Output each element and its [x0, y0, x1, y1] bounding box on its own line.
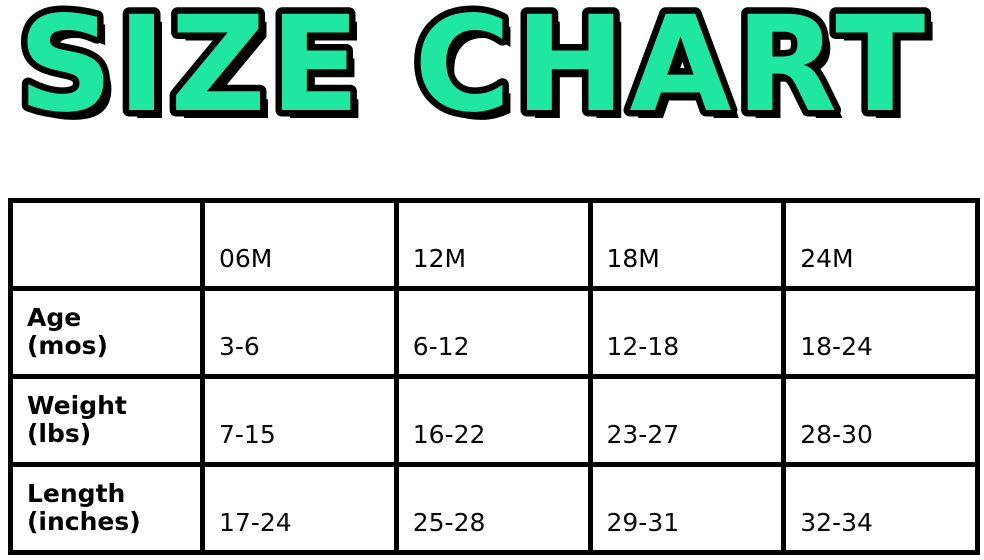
row-label: Weight (lbs) [27, 391, 200, 448]
cell-age-12m: 6-12 [393, 286, 593, 379]
cell-value: 12-18 [606, 332, 680, 361]
row-label-unit: (mos) [27, 331, 108, 360]
title-fill-text: SIZE CHART [18, 0, 929, 142]
page-title: SIZE CHART SIZE CHART SIZE CHART [0, 0, 984, 150]
column-header-0: 06M [200, 198, 399, 291]
cell-value: 16-22 [412, 420, 486, 449]
row-label-name: Age [27, 303, 82, 332]
cell-age-18m: 12-18 [587, 286, 787, 379]
column-header-label: 18M [606, 244, 660, 273]
cell-value: 18-24 [800, 332, 873, 361]
column-header-label: 12M [412, 244, 467, 273]
row-header-weight: Weight (lbs) [8, 374, 205, 467]
cell-value: 32-34 [800, 508, 873, 537]
cell-age-06m: 3-6 [200, 286, 399, 379]
cell-value: 23-27 [606, 420, 680, 449]
row-label-name: Weight [27, 391, 127, 420]
cell-weight-24m: 28-30 [781, 374, 980, 467]
corner-cell [8, 198, 205, 291]
cell-value: 3-6 [219, 332, 260, 361]
cell-value: 25-28 [412, 508, 486, 537]
size-chart-table: 06M 12M 18M 24M Age (mos) 3-6 [8, 198, 980, 555]
cell-weight-12m: 16-22 [393, 374, 593, 467]
column-header-label: 24M [800, 244, 854, 273]
column-header-3: 24M [781, 198, 980, 291]
cell-value: 7-15 [219, 420, 276, 449]
row-label-unit: (lbs) [27, 419, 92, 448]
cell-value: 28-30 [800, 420, 873, 449]
cell-value: 29-31 [606, 508, 680, 537]
row-label-unit: (inches) [27, 507, 141, 536]
title-shadow-text: SIZE CHART [26, 0, 937, 150]
cell-length-12m: 25-28 [393, 462, 593, 555]
table-row: Age (mos) 3-6 6-12 12-18 18-24 [8, 286, 980, 379]
size-table: 06M 12M 18M 24M Age (mos) 3-6 [8, 198, 980, 555]
row-header-length: Length (inches) [8, 462, 205, 555]
cell-length-18m: 29-31 [587, 462, 787, 555]
column-header-label: 06M [219, 244, 273, 273]
cell-value: 17-24 [219, 508, 292, 537]
cell-age-24m: 18-24 [781, 286, 980, 379]
table-row: Weight (lbs) 7-15 16-22 23-27 28-30 [8, 374, 980, 467]
row-label: Age (mos) [27, 303, 200, 360]
row-label: Length (inches) [27, 479, 200, 536]
title-artwork: SIZE CHART SIZE CHART SIZE CHART [12, 0, 937, 150]
table-header-row: 06M 12M 18M 24M [8, 198, 980, 291]
table-row: Length (inches) 17-24 25-28 29-31 32-34 [8, 462, 980, 555]
cell-weight-18m: 23-27 [587, 374, 787, 467]
cell-weight-06m: 7-15 [200, 374, 399, 467]
cell-length-06m: 17-24 [200, 462, 399, 555]
column-header-2: 18M [587, 198, 787, 291]
row-label-name: Length [27, 479, 126, 508]
column-header-1: 12M [393, 198, 593, 291]
cell-length-24m: 32-34 [781, 462, 980, 555]
row-header-age: Age (mos) [8, 286, 205, 379]
title-outline-text: SIZE CHART [18, 0, 929, 142]
cell-value: 6-12 [412, 332, 470, 361]
